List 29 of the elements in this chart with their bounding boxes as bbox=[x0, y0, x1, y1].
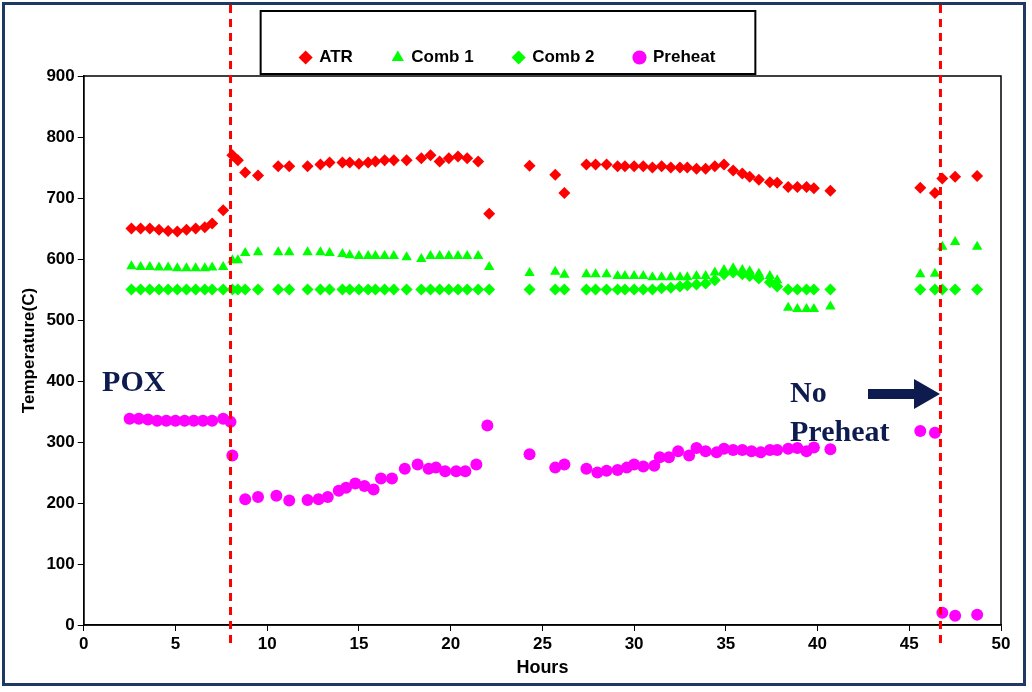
legend-label: Comb 1 bbox=[411, 47, 474, 67]
annotation: No Preheat bbox=[790, 374, 891, 450]
annotation: POX bbox=[102, 363, 167, 400]
y-tick-label: 200 bbox=[46, 492, 75, 512]
x-tick-label: 5 bbox=[170, 633, 181, 653]
y-tick-label: 800 bbox=[46, 126, 75, 146]
y-tick-label: 0 bbox=[65, 614, 75, 634]
legend-label: Preheat bbox=[653, 47, 716, 67]
x-axis-title: Hours bbox=[516, 657, 569, 678]
y-tick-label: 300 bbox=[46, 431, 75, 451]
y-tick-label: 400 bbox=[46, 370, 75, 390]
y-axis-title: Temperature(C) bbox=[18, 287, 38, 414]
x-tick-label: 40 bbox=[808, 633, 828, 653]
x-tick-label: 50 bbox=[991, 633, 1011, 653]
x-tick-label: 30 bbox=[624, 633, 644, 653]
x-tick-label: 15 bbox=[349, 633, 369, 653]
legend-label: ATR bbox=[319, 47, 353, 67]
y-tick-label: 500 bbox=[46, 309, 75, 329]
x-tick-label: 10 bbox=[257, 633, 277, 653]
y-tick-label: 100 bbox=[46, 553, 75, 573]
y-tick-label: 700 bbox=[46, 187, 75, 207]
x-tick-label: 45 bbox=[899, 633, 919, 653]
y-tick-label: 600 bbox=[46, 248, 75, 268]
x-tick-label: 20 bbox=[441, 633, 461, 653]
x-tick-label: 35 bbox=[716, 633, 736, 653]
x-tick-label: 25 bbox=[532, 633, 552, 653]
x-tick-label: 0 bbox=[79, 633, 89, 653]
y-tick-label: 900 bbox=[46, 65, 75, 85]
legend-label: Comb 2 bbox=[532, 47, 595, 67]
